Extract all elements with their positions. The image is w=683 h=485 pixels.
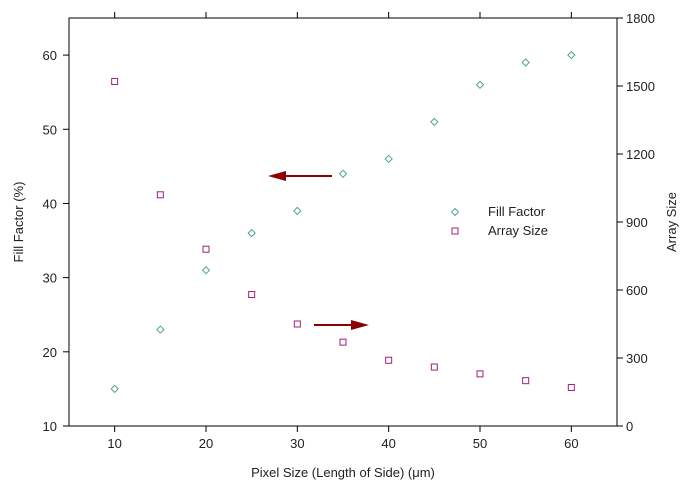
left-y-tick-label: 60 [43, 48, 57, 63]
x-tick-label: 40 [381, 436, 395, 451]
x-axis-title: Pixel Size (Length of Side) (μm) [251, 465, 435, 480]
point-fill-factor [156, 325, 165, 334]
right-y-tick-label: 1200 [626, 147, 655, 162]
point-array-size [202, 245, 210, 253]
left-y-tick-label: 10 [43, 419, 57, 434]
point-fill-factor [430, 117, 439, 127]
point-array-size [430, 363, 438, 371]
point-array-size [476, 370, 484, 378]
point-array-size [111, 77, 119, 85]
x-tick-label: 30 [290, 436, 304, 451]
left-y-tick-label: 40 [43, 196, 57, 211]
point-array-size [339, 338, 347, 346]
left-y-tick-label: 50 [43, 122, 57, 137]
data-points [110, 50, 576, 394]
legend-label-fill-factor: Fill Factor [488, 204, 546, 219]
legend-label-array-size: Array Size [488, 223, 548, 238]
point-array-size [293, 320, 301, 328]
right-y-tick-label: 600 [626, 283, 648, 298]
right-y-tick-label: 0 [626, 419, 633, 434]
point-fill-factor [475, 80, 485, 89]
right-y-tick-label: 300 [626, 351, 648, 366]
x-tick-label: 20 [199, 436, 213, 451]
point-fill-factor [338, 169, 348, 178]
point-fill-factor [247, 228, 256, 238]
legend-marker-fill-factor [450, 207, 460, 217]
left-y-tick-label: 30 [43, 271, 57, 286]
point-array-size [385, 356, 393, 364]
left-y-axis-ticks: 10 20 30 40 50 60 [43, 48, 69, 434]
legend-marker-array-size [451, 227, 459, 235]
x-tick-label: 60 [564, 436, 578, 451]
arrow-to-left-axis [268, 171, 332, 181]
point-array-size [156, 191, 164, 199]
plot-frame [68, 17, 618, 427]
point-fill-factor [293, 206, 302, 216]
legend: Fill Factor Array Size [450, 204, 548, 238]
right-y-tick-label: 900 [626, 215, 648, 230]
right-y-axis-ticks: 0 300 600 900 1200 1500 1800 [617, 11, 655, 434]
point-array-size [248, 291, 256, 299]
arrow-to-right-axis [314, 320, 369, 330]
x-axis-ticks: 10 20 30 40 50 60 [107, 12, 579, 451]
point-array-size [522, 377, 530, 385]
point-fill-factor [384, 154, 393, 164]
x-tick-label: 50 [473, 436, 487, 451]
left-y-axis-title: Fill Factor (%) [11, 182, 26, 263]
point-fill-factor [521, 58, 530, 67]
point-fill-factor [201, 266, 211, 275]
x-tick-label: 10 [107, 436, 121, 451]
right-y-tick-label: 1500 [626, 79, 655, 94]
left-y-tick-label: 20 [43, 345, 57, 360]
point-fill-factor [110, 384, 119, 394]
point-fill-factor [567, 50, 576, 60]
right-y-axis-title: Array Size [664, 192, 679, 252]
right-y-tick-label: 1800 [626, 11, 655, 26]
point-array-size [567, 383, 575, 391]
